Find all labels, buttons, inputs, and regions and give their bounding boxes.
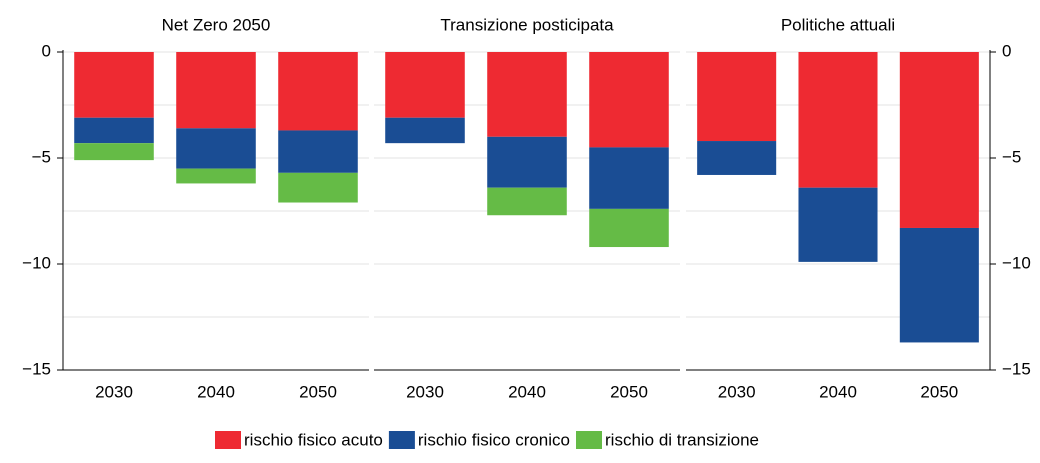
- y-tick-label: −5: [32, 147, 51, 166]
- bar-segment: [798, 187, 878, 262]
- x-tick-label: 2050: [610, 382, 648, 401]
- x-tick-label: 2050: [299, 382, 337, 401]
- bar-segment: [589, 52, 669, 148]
- y-tick-label: 0: [1002, 41, 1011, 60]
- bar-segment: [278, 172, 358, 203]
- bar-segment: [74, 117, 154, 144]
- y-tick-label: −15: [22, 359, 51, 378]
- bar-segment: [697, 141, 777, 175]
- bar-segment: [589, 147, 669, 209]
- legend-swatch: [576, 431, 602, 449]
- bar-segment: [899, 227, 979, 343]
- panel-title: Net Zero 2050: [162, 15, 271, 34]
- panel-title: Politiche attuali: [781, 15, 895, 34]
- bar-segment: [74, 143, 154, 161]
- y-tick-label: −15: [1002, 359, 1031, 378]
- legend-label: rischio fisico cronico: [418, 430, 570, 449]
- bar-segment: [487, 52, 567, 137]
- bar-segment: [697, 52, 777, 142]
- bar-segment: [176, 52, 256, 129]
- bar-segment: [589, 208, 669, 248]
- legend-swatch: [215, 431, 241, 449]
- x-tick-label: 2050: [920, 382, 958, 401]
- bar-segment: [278, 52, 358, 131]
- legend-swatch: [388, 431, 415, 449]
- bar-segment: [74, 52, 154, 118]
- x-tick-label: 2040: [819, 382, 857, 401]
- y-tick-label: −10: [22, 253, 51, 272]
- y-tick-label: −5: [1002, 147, 1021, 166]
- x-tick-label: 2030: [718, 382, 756, 401]
- bar-segment: [487, 187, 567, 216]
- bar-segment: [278, 130, 358, 173]
- bar-segment: [176, 168, 256, 184]
- legend-label: rischio di transizione: [605, 430, 759, 449]
- bar-segment: [176, 128, 256, 169]
- x-tick-label: 2040: [197, 382, 235, 401]
- y-tick-label: 0: [42, 41, 51, 60]
- bar-segment: [385, 52, 465, 118]
- x-tick-label: 2040: [508, 382, 546, 401]
- y-tick-label: −10: [1002, 253, 1031, 272]
- bar-segment: [899, 52, 979, 228]
- legend-label: rischio fisico acuto: [244, 430, 383, 449]
- bar-segment: [385, 117, 465, 144]
- bar-segment: [487, 136, 567, 188]
- x-tick-label: 2030: [95, 382, 133, 401]
- bar-segment: [798, 52, 878, 188]
- panel-title: Transizione posticipata: [440, 15, 614, 34]
- x-tick-label: 2030: [406, 382, 444, 401]
